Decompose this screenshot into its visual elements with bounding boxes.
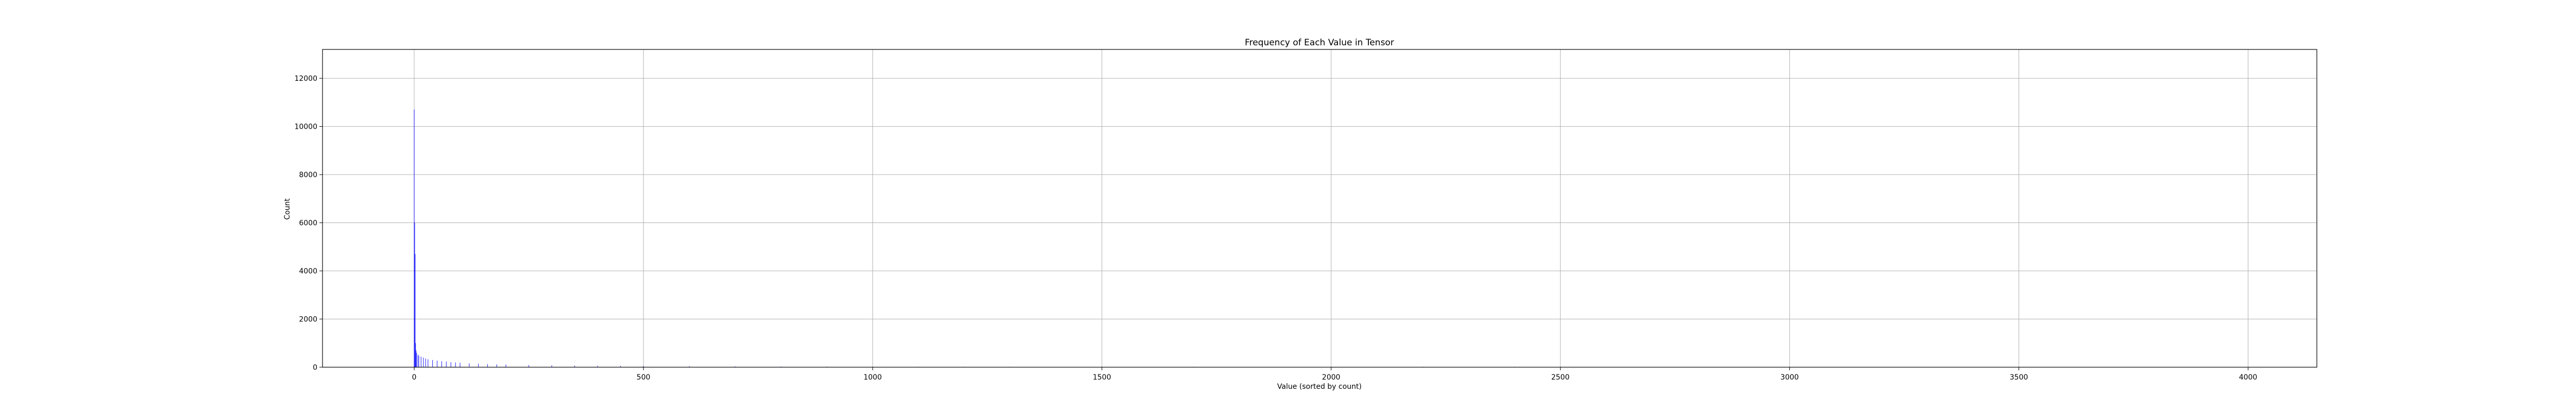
y-axis-label: Count: [283, 198, 292, 220]
x-axis-label: Value (sorted by count): [1277, 383, 1362, 391]
x-tick-label: 0: [412, 373, 417, 382]
bar: [418, 355, 419, 367]
bar: [446, 362, 447, 367]
y-tick-label: 0: [313, 364, 317, 372]
bar: [432, 359, 433, 367]
y-tick-label: 10000: [294, 123, 317, 131]
x-tick-label: 1000: [863, 373, 882, 382]
bar: [478, 364, 479, 367]
bar: [620, 366, 621, 367]
y-tick-label: 8000: [299, 171, 317, 179]
x-tick-label: 4000: [2239, 373, 2258, 382]
bar: [487, 364, 488, 367]
y-tick-label: 12000: [294, 75, 317, 83]
x-tick-label: 2000: [1322, 373, 1341, 382]
x-tick-label: 1500: [1093, 373, 1111, 382]
bar: [551, 365, 552, 367]
y-tick-label: 4000: [299, 267, 317, 276]
x-tick-label: 3500: [2010, 373, 2028, 382]
bar: [597, 366, 598, 367]
x-axis: 0 500 1000 1500 2000 2500 3000 3500 4000: [412, 367, 2258, 382]
y-tick-label: 6000: [299, 219, 317, 228]
y-tick-label: 2000: [299, 316, 317, 324]
grid: [323, 49, 2317, 368]
x-tick-label: 3000: [1781, 373, 1799, 382]
bars: [414, 109, 1561, 367]
x-tick-label: 500: [637, 373, 651, 382]
x-tick-label: 2500: [1551, 373, 1570, 382]
bar: [415, 343, 416, 367]
plot-frame: [322, 49, 2317, 368]
bar: [417, 354, 418, 367]
bar: [574, 365, 575, 367]
y-axis: 0 2000 4000 6000 8000 10000 12000: [294, 75, 323, 372]
bar: [416, 352, 417, 367]
bar: [505, 364, 506, 367]
bar: [414, 222, 415, 367]
chart-title: Frequency of Each Value in Tensor: [1245, 38, 1394, 48]
